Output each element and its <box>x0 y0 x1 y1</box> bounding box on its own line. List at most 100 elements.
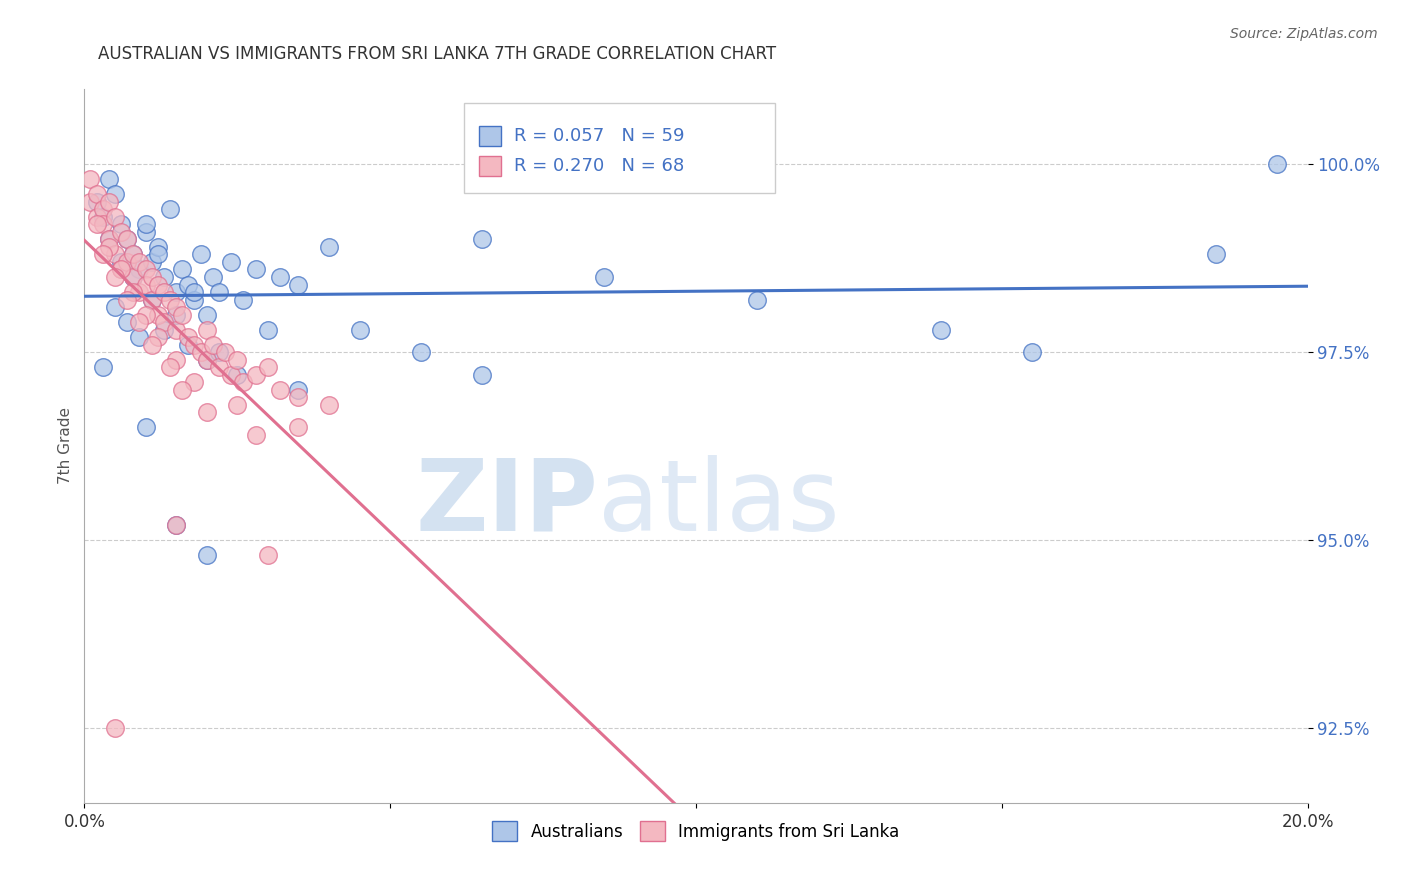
Point <box>195 322 218 336</box>
Point <box>245 262 267 277</box>
Point <box>409 345 432 359</box>
Point <box>128 315 150 329</box>
Point <box>91 202 114 217</box>
Point <box>287 420 309 434</box>
Point <box>128 262 150 277</box>
Point <box>97 240 120 254</box>
Point <box>128 285 150 299</box>
Point <box>159 360 181 375</box>
Point <box>79 172 101 186</box>
Point <box>104 721 127 735</box>
Point <box>104 247 127 261</box>
Point <box>269 383 291 397</box>
Point <box>183 293 205 307</box>
Point <box>146 308 169 322</box>
Point <box>287 277 309 292</box>
Point <box>115 293 138 307</box>
Point <box>471 368 494 382</box>
Point <box>177 277 200 292</box>
Point <box>104 300 127 314</box>
Point <box>183 285 205 299</box>
Point <box>135 225 157 239</box>
Point <box>165 517 187 532</box>
Point <box>183 337 205 351</box>
Point <box>153 322 176 336</box>
Point <box>110 218 132 232</box>
Point <box>318 398 340 412</box>
Point <box>135 262 157 277</box>
Point <box>165 300 187 314</box>
FancyBboxPatch shape <box>464 103 776 193</box>
Point <box>91 218 114 232</box>
Point <box>177 337 200 351</box>
Point <box>97 232 120 246</box>
Point <box>146 247 169 261</box>
Point <box>115 315 138 329</box>
Point <box>122 247 145 261</box>
Point <box>86 194 108 209</box>
Point <box>165 322 187 336</box>
Point <box>141 293 163 307</box>
Point <box>122 270 145 285</box>
Point <box>593 270 616 285</box>
Point <box>208 345 231 359</box>
Point <box>269 270 291 285</box>
Point <box>226 398 249 412</box>
Point <box>104 210 127 224</box>
Point <box>318 240 340 254</box>
Point <box>141 270 163 285</box>
Point <box>471 232 494 246</box>
Point <box>195 548 218 562</box>
Point <box>115 232 138 246</box>
Point <box>79 194 101 209</box>
Point <box>747 293 769 307</box>
Point <box>195 352 218 367</box>
Point <box>135 308 157 322</box>
Point <box>208 285 231 299</box>
Point <box>135 277 157 292</box>
Point <box>287 390 309 404</box>
Point <box>141 337 163 351</box>
Point <box>195 308 218 322</box>
FancyBboxPatch shape <box>479 126 502 145</box>
Point <box>257 548 280 562</box>
Point <box>165 308 187 322</box>
Point <box>146 240 169 254</box>
Text: Source: ZipAtlas.com: Source: ZipAtlas.com <box>1230 27 1378 41</box>
Text: ZIP: ZIP <box>415 455 598 551</box>
Point <box>201 270 224 285</box>
Point <box>1205 247 1227 261</box>
Point <box>146 330 169 344</box>
Point <box>110 225 132 239</box>
Point <box>190 345 212 359</box>
Point <box>122 247 145 261</box>
Text: R = 0.057   N = 59: R = 0.057 N = 59 <box>513 127 685 145</box>
Point <box>128 330 150 344</box>
Point <box>1021 345 1043 359</box>
Point <box>97 232 120 246</box>
Point <box>128 255 150 269</box>
Point <box>115 255 138 269</box>
Text: AUSTRALIAN VS IMMIGRANTS FROM SRI LANKA 7TH GRADE CORRELATION CHART: AUSTRALIAN VS IMMIGRANTS FROM SRI LANKA … <box>98 45 776 62</box>
Point <box>226 368 249 382</box>
Point <box>141 293 163 307</box>
Point <box>165 517 187 532</box>
Point <box>232 375 254 389</box>
Point <box>91 210 114 224</box>
Point <box>183 375 205 389</box>
Point <box>245 427 267 442</box>
Point <box>110 262 132 277</box>
Point <box>257 322 280 336</box>
Point <box>208 360 231 375</box>
Point <box>146 277 169 292</box>
Point <box>232 293 254 307</box>
Point <box>104 270 127 285</box>
Point <box>201 337 224 351</box>
Point <box>104 187 127 202</box>
Point <box>135 218 157 232</box>
Point <box>153 270 176 285</box>
Point <box>172 383 194 397</box>
Point <box>172 262 194 277</box>
Point <box>110 255 132 269</box>
Point <box>122 270 145 285</box>
